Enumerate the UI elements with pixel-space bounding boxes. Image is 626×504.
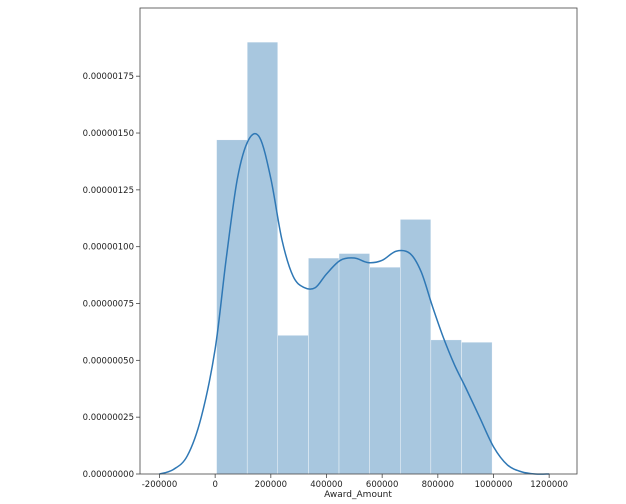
x-tick-label: 200000	[255, 480, 287, 490]
x-tick-label: 0	[212, 480, 217, 490]
histogram-bar	[338, 253, 370, 475]
histogram-bar	[216, 139, 248, 475]
x-tick-label: 1200000	[530, 480, 568, 490]
x-tick-label: 400000	[310, 480, 342, 490]
histogram-bar	[400, 219, 432, 475]
x-tick-label: 800000	[422, 480, 454, 490]
histogram-bars	[216, 41, 493, 475]
y-tick-label: 0.00000175	[83, 72, 134, 82]
histogram-bar	[277, 335, 309, 475]
histogram-bar	[369, 266, 401, 475]
y-tick-label: 0.00000025	[83, 413, 134, 423]
histogram-bar	[308, 257, 340, 475]
x-tick-label: -200000	[142, 480, 178, 490]
x-axis-label: Award_Amount	[324, 490, 392, 500]
kde-curve	[159, 132, 550, 475]
y-tick-label: 0.00000150	[83, 129, 134, 139]
y-tick-label: 0.00000125	[83, 186, 134, 196]
y-axis: 0.00000000 0.00000025 0.00000050 0.00000075…	[83, 72, 140, 480]
plot-frame	[139, 7, 578, 475]
y-tick-label: 0.00000075	[83, 300, 134, 310]
y-tick-label: 0.00000050	[83, 356, 134, 366]
histogram-bar	[461, 341, 493, 475]
histogram-bar	[430, 339, 462, 475]
x-tick-label: 600000	[366, 480, 398, 490]
x-tick-label: 1000000	[475, 480, 513, 490]
y-tick-label: 0.00000000	[83, 470, 134, 480]
x-axis: -200000 0 200000 400000 600000 800000 1000000 1…	[142, 474, 568, 490]
histogram-bar	[246, 41, 278, 475]
y-tick-label: 0.00000100	[83, 243, 134, 253]
